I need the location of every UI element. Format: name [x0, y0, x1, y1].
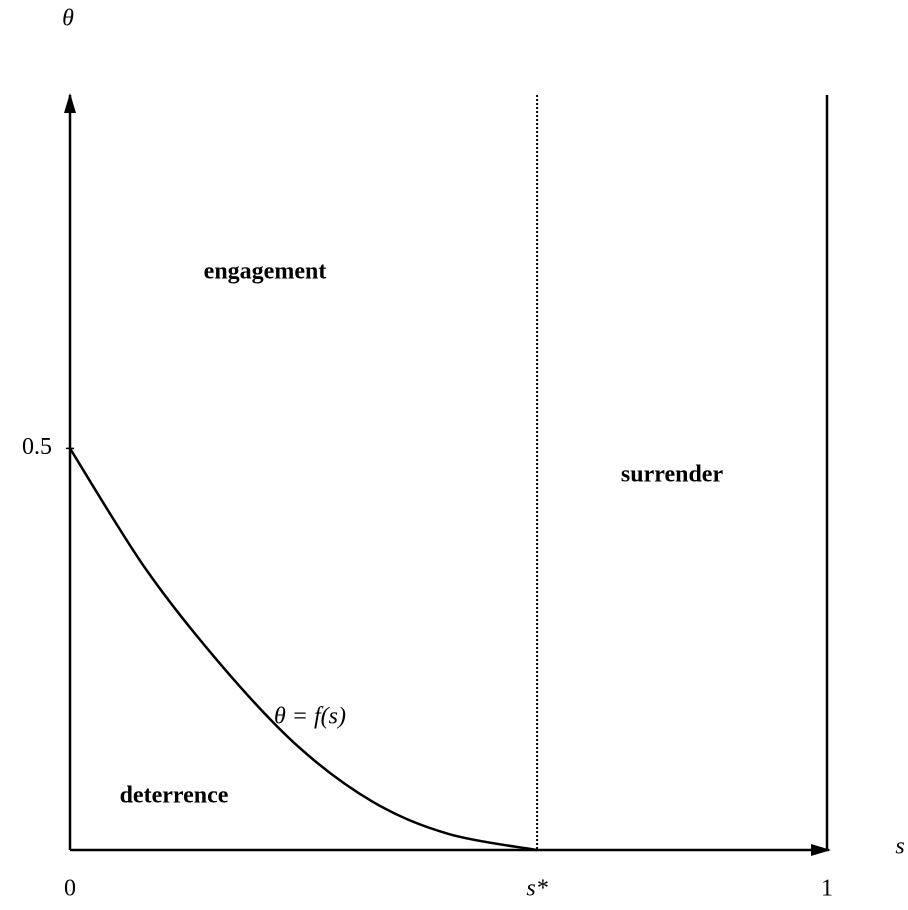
curve [68, 447, 538, 852]
y-axis-label: θ [62, 6, 74, 32]
region-label: deterrence [120, 783, 229, 809]
curve-label: θ = f(s) [274, 704, 346, 730]
region-label: engagement [204, 259, 327, 285]
x-tick-label: 1 [821, 876, 833, 902]
region-label: surrender [621, 462, 724, 488]
y-tick-label: 0.5 [22, 434, 52, 460]
x-axis-label: s [895, 834, 904, 860]
x-tick-label: 0 [64, 876, 76, 902]
x-tick-label: s* [526, 876, 547, 902]
